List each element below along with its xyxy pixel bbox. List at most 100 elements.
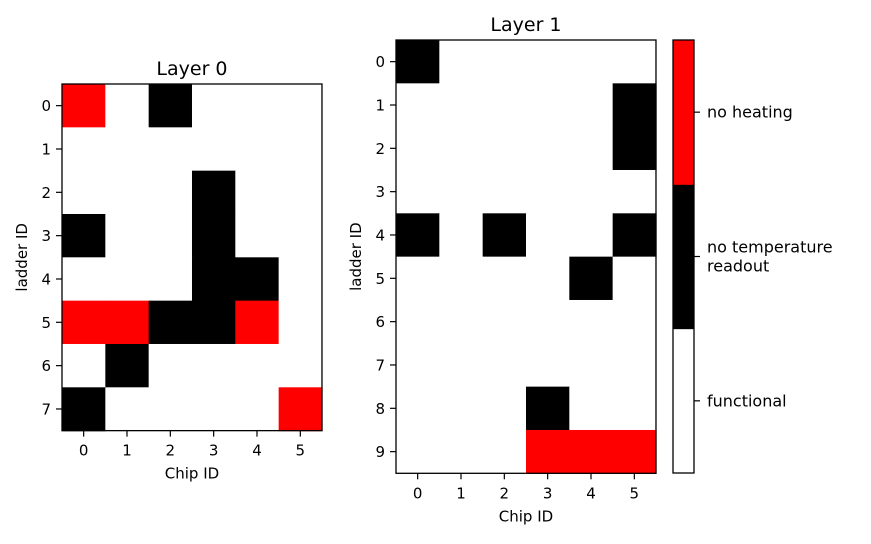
layer0-cell: [235, 127, 280, 172]
layer0-cell: [191, 170, 236, 215]
layer0-y-tick-label: 4: [41, 270, 51, 288]
layer0-cell: [278, 127, 323, 172]
layer1-cell: [396, 83, 440, 128]
layer1-cell: [569, 126, 614, 171]
layer1-cell: [612, 169, 657, 214]
layer0-cell: [235, 84, 280, 128]
layer0-cell: [191, 257, 236, 302]
layer1-y-tick-label: 1: [375, 97, 385, 115]
layer0-cell: [235, 300, 280, 345]
layer1-cell: [482, 299, 527, 344]
layer0-cell: [105, 300, 150, 345]
layer1-cell: [569, 343, 614, 388]
layer0-cell: [278, 84, 323, 128]
layer1-cell: [439, 343, 484, 388]
layer0-plot-frame: [61, 83, 323, 432]
layer0-cell: [105, 343, 150, 388]
layer1-cell: [439, 126, 484, 171]
layer1-y-tick-label: 9: [375, 443, 385, 461]
layer0-cell: [278, 387, 323, 432]
layer1-cell: [482, 40, 527, 84]
colorbar-segment-functional: [673, 328, 694, 474]
layer0-cell: [148, 300, 193, 345]
layer1-cell: [396, 386, 440, 431]
layer0-cell: [191, 127, 236, 172]
layer1-y-tick-label: 2: [375, 140, 385, 158]
layer1-cell: [482, 213, 527, 258]
layer1-plot-frame: [395, 39, 657, 474]
layer0-y-tick-label: 0: [41, 97, 51, 115]
layer0-cell: [191, 343, 236, 388]
layer1-cell: [439, 386, 484, 431]
colorbar-frame: [672, 39, 695, 474]
layer0-x-tick-label: 5: [296, 442, 306, 460]
layer0-cell: [148, 213, 193, 258]
layer0-cell: [105, 127, 150, 172]
layer0-cell: [62, 170, 106, 215]
layer1-y-tick-label: 4: [375, 226, 385, 244]
layer1-cell: [612, 126, 657, 171]
layer0-cell: [235, 213, 280, 258]
layer1-cell: [525, 429, 570, 474]
layer0-cell: [62, 257, 106, 302]
layer0-cell: [191, 213, 236, 258]
layer1-cell: [612, 299, 657, 344]
layer1-x-axis-label: Chip ID: [499, 507, 553, 525]
layer0-y-tick-label: 5: [41, 314, 51, 332]
layer0-x-tick-label: 2: [166, 442, 176, 460]
layer0-cell: [62, 343, 106, 388]
layer0-y-tick-label: 6: [41, 357, 51, 375]
layer0-cell: [62, 127, 106, 172]
layer1-cell: [569, 386, 614, 431]
layer1-cell: [482, 169, 527, 214]
layer1-x-tick-label: 0: [413, 484, 423, 502]
layer1-cell: [439, 256, 484, 301]
layer1-x-tick-label: 5: [630, 484, 640, 502]
layer0-cell: [235, 343, 280, 388]
layer0-cell: [62, 300, 106, 345]
layer1-cell: [396, 126, 440, 171]
colorbar-segment-no-heating: [673, 40, 694, 185]
layer1-cell: [525, 386, 570, 431]
layer0-x-tick-label: 3: [209, 442, 219, 460]
layer1-cell: [396, 40, 440, 84]
layer1-cell: [439, 83, 484, 128]
layer1-y-axis-label: ladder ID: [347, 222, 365, 291]
layer1-x-tick-label: 4: [586, 484, 596, 502]
layer1-cell: [439, 40, 484, 84]
layer1-cell: [612, 40, 657, 84]
layer1-cell: [612, 83, 657, 128]
colorbar-segment-no-temperature-readout: [673, 184, 694, 330]
layer0-cell: [105, 387, 150, 432]
layer0-title: Layer 0: [156, 58, 227, 80]
layer1-cell: [612, 213, 657, 258]
layer1-y-tick-label: 0: [375, 53, 385, 71]
layer1-cell: [525, 126, 570, 171]
layer1-cell: [569, 169, 614, 214]
layer1-cell: [569, 256, 614, 301]
layer0-cell: [235, 170, 280, 215]
layer1-cell: [482, 343, 527, 388]
layer0-cell: [148, 343, 193, 388]
layer0-x-axis-label: Chip ID: [165, 465, 219, 483]
layer1-cell: [525, 169, 570, 214]
layer0-cell: [278, 257, 323, 302]
layer1-cell: [612, 256, 657, 301]
colorbar-label-no-temperature-readout: no temperature: [707, 238, 833, 257]
layer0-cell: [148, 387, 193, 432]
layer0-cell: [105, 213, 150, 258]
layer0-y-tick-label: 2: [41, 184, 51, 202]
colorbar-label-functional: functional: [707, 391, 787, 410]
layer1-cell: [525, 83, 570, 128]
layer1-cell: [569, 213, 614, 258]
layer1-cell: [439, 169, 484, 214]
layer0-cell: [191, 387, 236, 432]
layer0-y-axis-label: ladder ID: [13, 223, 31, 292]
layer1-cell: [482, 126, 527, 171]
layer0-cell: [105, 170, 150, 215]
layer1-cell: [396, 256, 440, 301]
layer0-y-tick-label: 7: [41, 400, 51, 418]
layer0-cell: [235, 257, 280, 302]
layer1-cell: [396, 429, 440, 474]
